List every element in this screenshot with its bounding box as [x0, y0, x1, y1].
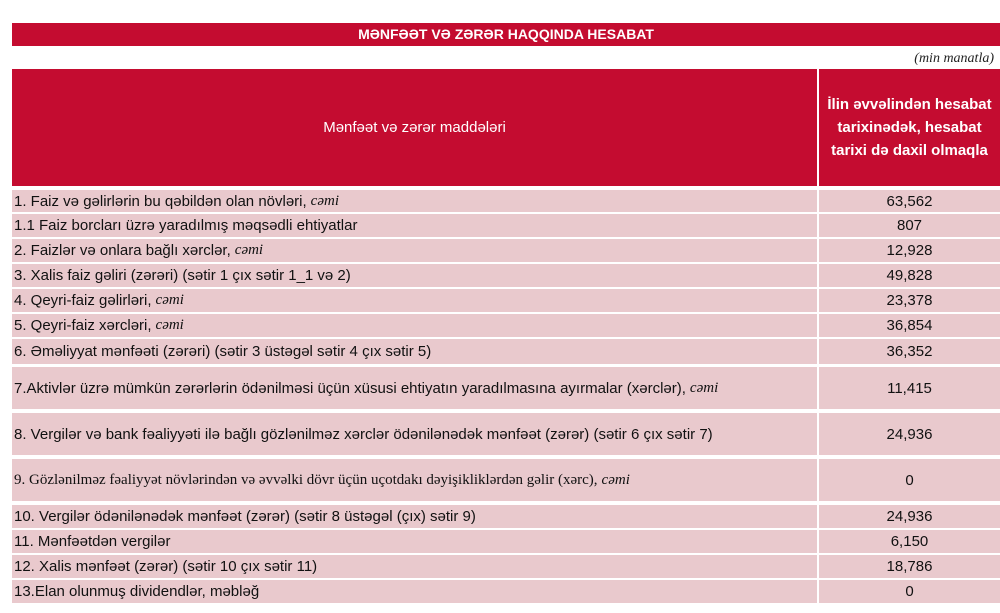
row-label: 1.1 Faiz borcları üzrə yaradılmış məqsəd…	[12, 214, 817, 237]
row-label: 8. Vergilər və bank fəaliyyəti ilə bağlı…	[12, 413, 817, 455]
row-label-suffix: cəmi	[234, 242, 264, 258]
row-label-suffix: cəmi	[310, 192, 339, 209]
row-value: 12,928	[819, 239, 1000, 262]
row-label-text: 7.Aktivlər üzrə mümkün zərərlərin ödənil…	[14, 379, 686, 397]
row-label-text: 13.Elan olunmuş dividendlər, məbləğ	[14, 583, 260, 600]
table-row: 5. Qeyri-faiz xərcləri, cəmi 36,854	[12, 314, 1000, 337]
row-label: 7.Aktivlər üzrə mümkün zərərlərin ödənil…	[12, 367, 817, 409]
row-label-text: 5. Qeyri-faiz xərcləri,	[14, 317, 152, 334]
header-items: Mənfəət və zərər maddələri	[12, 69, 817, 186]
row-label: 9. Gözlənilməz fəaliyyət növlərindən və …	[12, 459, 817, 501]
table-row: 13.Elan olunmuş dividendlər, məbləğ 0	[12, 580, 1000, 603]
row-value: 36,352	[819, 339, 1000, 364]
row-label: 1. Faiz və gəlirlərin bu qəbildən olan n…	[12, 190, 817, 212]
row-label-suffix: cəmi	[155, 317, 184, 333]
table-row: 6. Əməliyyat mənfəəti (zərəri) (sətir 3 …	[12, 339, 1000, 364]
row-value: 0	[819, 580, 1000, 603]
row-label: 13.Elan olunmuş dividendlər, məbləğ	[12, 580, 817, 603]
row-value: 23,378	[819, 289, 1000, 312]
table-row: 1. Faiz və gəlirlərin bu qəbildən olan n…	[12, 190, 1000, 212]
row-label: 11. Mənfəətdən vergilər	[12, 530, 817, 553]
row-label-text: 4. Qeyri-faiz gəlirləri,	[14, 292, 152, 309]
row-label: 3. Xalis faiz gəliri (zərəri) (sətir 1 ç…	[12, 264, 817, 287]
table-row: 1.1 Faiz borcları üzrə yaradılmış məqsəd…	[12, 214, 1000, 237]
row-label-text: 8. Vergilər və bank fəaliyyəti ilə bağlı…	[14, 425, 713, 443]
row-label-suffix: cəmi	[155, 292, 184, 308]
table-row: 7.Aktivlər üzrə mümkün zərərlərin ödənil…	[12, 367, 1000, 409]
row-value: 18,786	[819, 555, 1000, 578]
row-label: 2. Faizlər və onlara bağlı xərclər, cəmi	[12, 239, 817, 262]
table-row: 4. Qeyri-faiz gəlirləri, cəmi 23,378	[12, 289, 1000, 312]
row-label-text: 3. Xalis faiz gəliri (zərəri) (sətir 1 ç…	[14, 267, 351, 284]
row-label-text: 1.1 Faiz borcları üzrə yaradılmış məqsəd…	[14, 217, 358, 234]
row-label: 4. Qeyri-faiz gəlirləri, cəmi	[12, 289, 817, 312]
row-label: 5. Qeyri-faiz xərcləri, cəmi	[12, 314, 817, 337]
row-value: 6,150	[819, 530, 1000, 553]
header-period: İlin əvvəlindən hesabat tarixinədək, hes…	[819, 69, 1000, 186]
report-title: MƏNFƏƏT VƏ ZƏRƏR HAQQINDA HESABAT	[12, 23, 1000, 46]
row-label-text: 1. Faiz və gəlirlərin bu qəbildən olan n…	[14, 192, 307, 210]
row-value: 11,415	[819, 367, 1000, 409]
row-value: 807	[819, 214, 1000, 237]
table-row: 11. Mənfəətdən vergilər 6,150	[12, 530, 1000, 553]
row-value: 24,936	[819, 413, 1000, 455]
row-label-suffix: cəmi	[689, 379, 719, 396]
row-value: 36,854	[819, 314, 1000, 337]
row-label: 12. Xalis mənfəət (zərər) (sətir 10 çıx …	[12, 555, 817, 578]
row-label-suffix: cəmi	[601, 471, 630, 488]
row-label-text: 12. Xalis mənfəət (zərər) (sətir 10 çıx …	[14, 558, 318, 575]
row-value: 63,562	[819, 190, 1000, 212]
table-row: 12. Xalis mənfəət (zərər) (sətir 10 çıx …	[12, 555, 1000, 578]
table-row: 10. Vergilər ödənilənədək mənfəət (zərər…	[12, 505, 1000, 528]
table-row: 2. Faizlər və onlara bağlı xərclər, cəmi 1…	[12, 239, 1000, 262]
row-label-text: 9. Gözlənilməz fəaliyyət növlərindən və …	[14, 471, 598, 488]
row-value: 24,936	[819, 505, 1000, 528]
table-row: 3. Xalis faiz gəliri (zərəri) (sətir 1 ç…	[12, 264, 1000, 287]
table-row: 8. Vergilər və bank fəaliyyəti ilə bağlı…	[12, 413, 1000, 455]
row-label-text: 10. Vergilər ödənilənədək mənfəət (zərər…	[14, 508, 476, 525]
row-label: 10. Vergilər ödənilənədək mənfəət (zərər…	[12, 505, 817, 528]
table-row: 9. Gözlənilməz fəaliyyət növlərindən və …	[12, 459, 1000, 501]
row-label: 6. Əməliyyat mənfəəti (zərəri) (sətir 3 …	[12, 339, 817, 364]
row-value: 0	[819, 459, 1000, 501]
row-value: 49,828	[819, 264, 1000, 287]
row-label-text: 6. Əməliyyat mənfəəti (zərəri) (sətir 3 …	[14, 343, 432, 360]
row-label-text: 11. Mənfəətdən vergilər	[14, 533, 171, 550]
row-label-text: 2. Faizlər və onlara bağlı xərclər,	[14, 242, 231, 259]
unit-label: (min manatla)	[914, 51, 994, 66]
